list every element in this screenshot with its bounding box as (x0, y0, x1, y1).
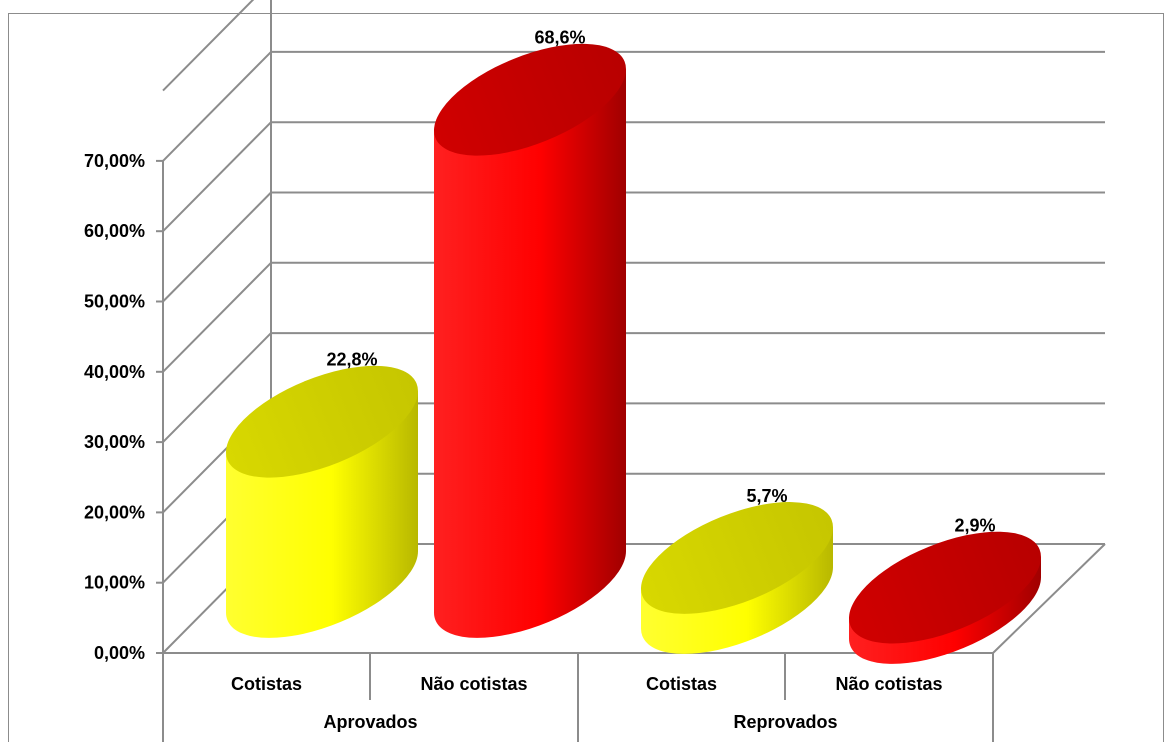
y-tick-label: 0,00% (94, 643, 145, 663)
x-tick-label: Cotistas (231, 674, 302, 694)
y-tick-label: 50,00% (84, 292, 145, 312)
bar-top (434, 43, 626, 156)
y-tick-label: 20,00% (84, 502, 145, 522)
bar (641, 502, 833, 654)
chart-frame (8, 13, 1164, 742)
x-tick-label: Não cotistas (420, 674, 527, 694)
data-label: 2,9% (954, 516, 995, 536)
gridline (162, 332, 1105, 443)
bar-side (434, 69, 626, 638)
bar (849, 531, 1041, 664)
bar-top (849, 531, 1041, 644)
data-label: 68,6% (534, 28, 585, 48)
y-tick-label: 70,00% (84, 151, 145, 171)
chart-walls (162, 0, 1106, 654)
y-tick-label: 10,00% (84, 573, 145, 593)
gridline (162, 261, 1105, 373)
gridline (162, 191, 1105, 303)
y-tick-label: 30,00% (84, 432, 145, 452)
data-label: 5,7% (746, 486, 787, 506)
x-axis: Cotistas Não cotistas Cotistas Não cotistas… (162, 653, 994, 742)
data-label: 22,8% (326, 350, 377, 370)
gridline (162, 0, 255, 92)
y-tick-label: 40,00% (84, 362, 145, 382)
y-axis: 0,00% 10,00% 20,00% 30,00% 40,00% 50,00% 60,00… (84, 151, 164, 663)
bar-top (226, 365, 418, 478)
x-tick-label: Cotistas (646, 674, 717, 694)
data-labels: 22,8% 68,6% 5,7% 2,9% (326, 28, 995, 536)
x-tick-label: Não cotistas (835, 674, 942, 694)
bar (226, 365, 418, 638)
gridline (162, 121, 1105, 232)
gridline (162, 50, 1105, 162)
bar (434, 43, 626, 638)
x-group-label: Reprovados (733, 712, 837, 732)
bars (226, 43, 1041, 664)
x-group-label: Aprovados (323, 712, 417, 732)
bar-top (641, 502, 833, 614)
y-tick-label: 60,00% (84, 221, 145, 241)
